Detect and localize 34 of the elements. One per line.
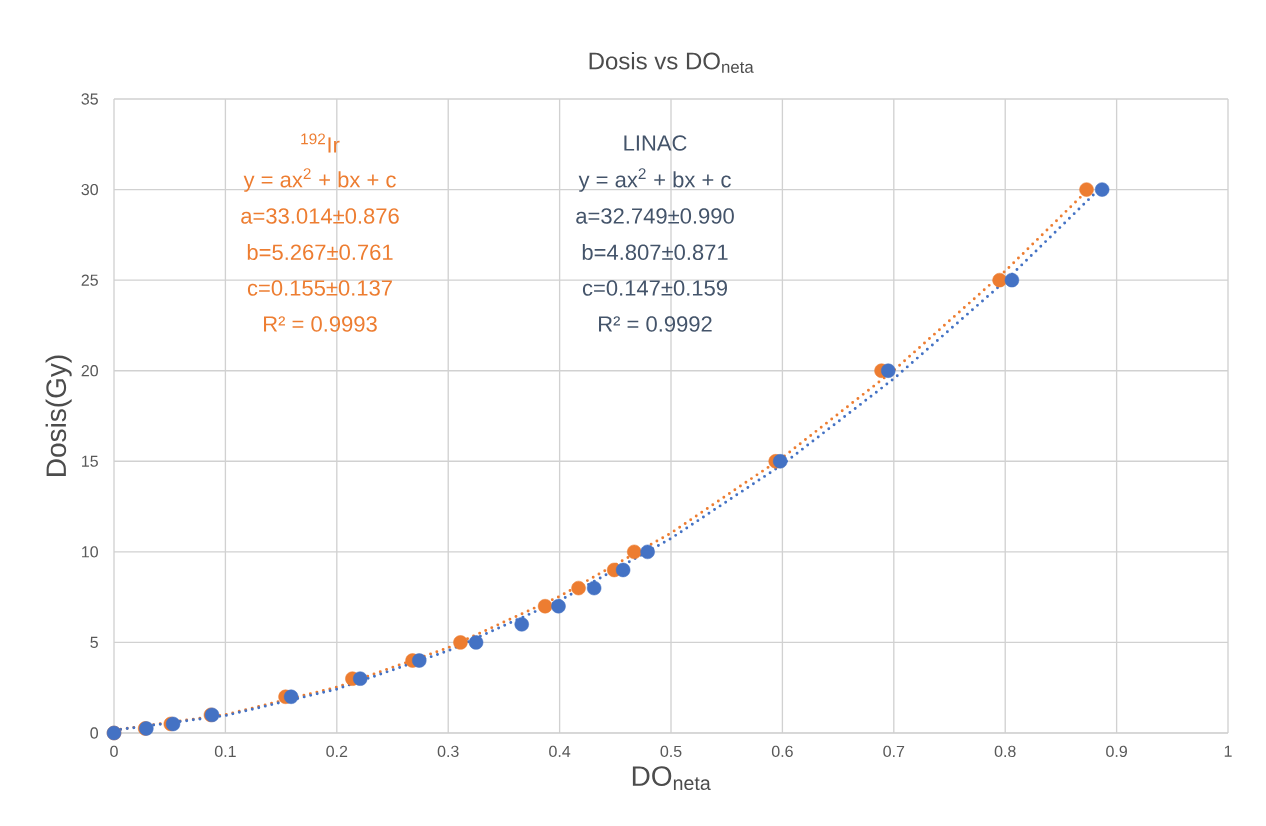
y-axis-title: Dosis(Gy) bbox=[45, 355, 72, 476]
y-tick-label: 35 bbox=[81, 93, 98, 105]
x-tick-label: 0.8 bbox=[994, 745, 1016, 758]
chart-title: Dosis vs DO$_{neta}$ bbox=[589, 51, 754, 73]
annotation: c=0.155±0.137 bbox=[247, 280, 392, 296]
x-tick-label: 0.3 bbox=[437, 745, 459, 758]
y-tick-label: 0 bbox=[90, 727, 99, 739]
x-tick-label: 0.5 bbox=[660, 745, 682, 758]
x-tick-label: 0.9 bbox=[1106, 745, 1127, 758]
x-tick-label: 0.6 bbox=[771, 745, 793, 758]
annotation: y = ax$^{2}$ + bx + c bbox=[578, 168, 731, 192]
y-tick-label: 15 bbox=[82, 455, 98, 467]
x-tick-label: 0.1 bbox=[214, 745, 236, 758]
x-tick-label: 0.7 bbox=[883, 745, 905, 758]
x-tick-label: 0 bbox=[110, 745, 118, 758]
annotation: b=5.267±0.761 bbox=[247, 243, 393, 261]
annotation: $^{192}$Ir bbox=[301, 133, 340, 153]
annotation: R² = 0.9992 bbox=[599, 316, 712, 332]
annotation: R² = 0.9993 bbox=[264, 316, 377, 332]
annotation: a=33.014±0.876 bbox=[241, 208, 399, 224]
y-tick-label: 10 bbox=[82, 546, 99, 558]
annotation: y = ax$^{2}$ + bx + c bbox=[243, 168, 396, 192]
y-tick-label: 25 bbox=[81, 274, 98, 286]
annotation: c=0.147±0.159 bbox=[582, 280, 727, 296]
y-tick-label: 5 bbox=[90, 636, 98, 648]
annotation: b=4.807±0.871 bbox=[582, 243, 728, 261]
x-tick-label: 0.4 bbox=[549, 745, 571, 758]
x-axis-title: DO$_{neta}$ bbox=[632, 766, 711, 791]
x-tick-label: 0.2 bbox=[326, 745, 348, 758]
y-tick-label: 30 bbox=[81, 183, 99, 196]
annotation: LINAC bbox=[624, 135, 687, 151]
x-tick-label: 1 bbox=[1224, 745, 1232, 757]
annotation: a=32.749±0.990 bbox=[576, 208, 734, 224]
y-tick-label: 20 bbox=[81, 365, 99, 377]
